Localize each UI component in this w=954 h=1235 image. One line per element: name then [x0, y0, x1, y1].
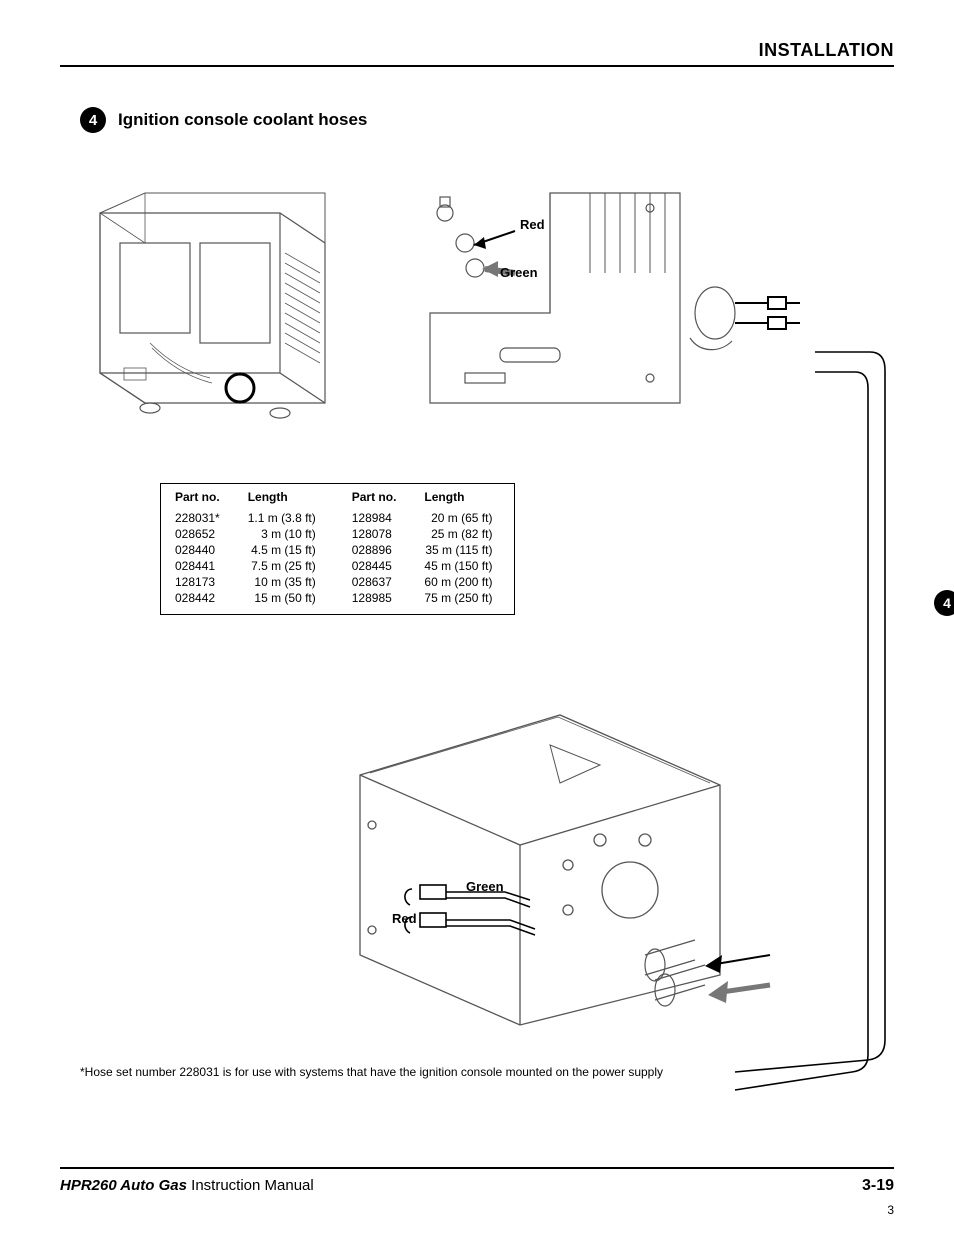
table-cell: 028442 [161, 590, 234, 606]
footer-product: HPR260 Auto Gas [60, 1177, 187, 1194]
table-cell: 028441 [161, 558, 234, 574]
table-cell: 75 m (250 ft) [410, 590, 515, 606]
page-header: INSTALLATION [60, 40, 894, 67]
table-cell: 028637 [338, 574, 411, 590]
table-row: 228031*1.1 m (3.8 ft)12898420 m (65 ft) [161, 510, 515, 526]
table-cell: 128985 [338, 590, 411, 606]
step-number: 4 [89, 112, 97, 129]
col-partno-1: Part no. [161, 484, 234, 511]
header-title: INSTALLATION [759, 40, 894, 60]
figure-ignition-console: Green Red [300, 655, 780, 1035]
table-cell: 20 m (65 ft) [410, 510, 515, 526]
table-row: 12817310 m (35 ft)02863760 m (200 ft) [161, 574, 515, 590]
table-cell: 228031* [161, 510, 234, 526]
table-row: 02844215 m (50 ft)12898575 m (250 ft) [161, 590, 515, 606]
footer-subpage: 3 [887, 1203, 894, 1217]
table-cell: 028896 [338, 542, 411, 558]
step-number-badge: 4 [80, 107, 106, 133]
table-cell: 128078 [338, 526, 411, 542]
footer-doc: Instruction Manual [187, 1177, 314, 1194]
table-cell: 1.1 m (3.8 ft) [234, 510, 338, 526]
table-cell: 3 m (10 ft) [234, 526, 338, 542]
figure-hose-closeup-top: Red Green [370, 173, 830, 433]
figure-power-supply [80, 173, 340, 433]
table-cell: 028445 [338, 558, 411, 574]
parts-table: Part no. Length Part no. Length 228031*1… [160, 483, 515, 615]
footer-left: HPR260 Auto Gas Instruction Manual [60, 1177, 314, 1195]
table-row: 0284404.5 m (15 ft)02889635 m (115 ft) [161, 542, 515, 558]
table-cell: 028652 [161, 526, 234, 542]
table-cell: 128984 [338, 510, 411, 526]
footnote: *Hose set number 228031 is for use with … [80, 1065, 894, 1079]
section-heading: 4 Ignition console coolant hoses [80, 107, 894, 133]
table-cell: 25 m (82 ft) [410, 526, 515, 542]
label-red-bottom: Red [392, 911, 417, 926]
table-cell: 15 m (50 ft) [234, 590, 338, 606]
footer-page: 3-19 [862, 1177, 894, 1195]
table-cell: 45 m (150 ft) [410, 558, 515, 574]
table-header-row: Part no. Length Part no. Length [161, 484, 515, 511]
table-cell: 10 m (35 ft) [234, 574, 338, 590]
col-length-2: Length [410, 484, 515, 511]
table-row: 0286523 m (10 ft)12807825 m (82 ft) [161, 526, 515, 542]
section-title: Ignition console coolant hoses [118, 110, 367, 130]
page-footer: HPR260 Auto Gas Instruction Manual 3-19 [60, 1167, 894, 1195]
col-partno-2: Part no. [338, 484, 411, 511]
table-cell: 128173 [161, 574, 234, 590]
side-section-badge: 4 [934, 590, 954, 616]
table-cell: 4.5 m (15 ft) [234, 542, 338, 558]
col-length-1: Length [234, 484, 338, 511]
table-cell: 7.5 m (25 ft) [234, 558, 338, 574]
side-badge-number: 4 [943, 595, 951, 611]
label-green-top: Green [500, 265, 538, 280]
table-row: 0284417.5 m (25 ft)02844545 m (150 ft) [161, 558, 515, 574]
top-figures-row: Red Green [80, 173, 894, 433]
label-green-bottom: Green [466, 879, 504, 894]
table-cell: 60 m (200 ft) [410, 574, 515, 590]
table-cell: 35 m (115 ft) [410, 542, 515, 558]
table-cell: 028440 [161, 542, 234, 558]
label-red-top: Red [520, 217, 545, 232]
